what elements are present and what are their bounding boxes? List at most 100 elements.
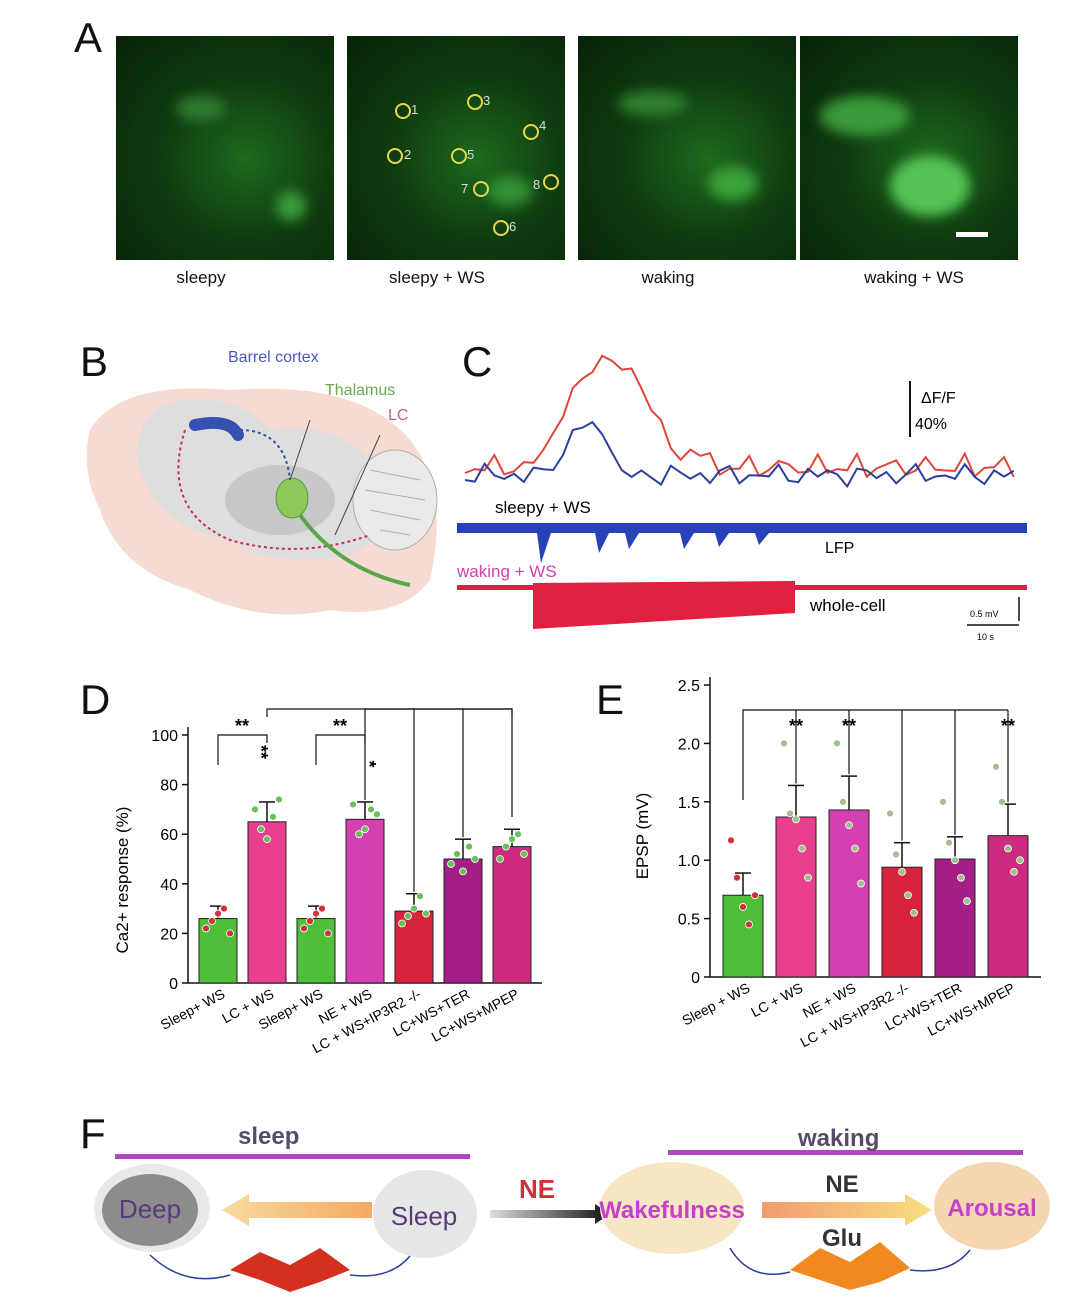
data-point — [733, 873, 741, 882]
significance-mark: ** — [235, 716, 249, 736]
data-point — [275, 795, 283, 804]
bar — [775, 816, 817, 978]
ne-arrow — [490, 1204, 610, 1224]
waking-header: waking — [797, 1125, 879, 1152]
data-point — [208, 917, 216, 925]
time-scale-label: 10 s — [977, 632, 995, 642]
data-point — [263, 835, 271, 844]
data-point — [857, 879, 865, 888]
panel-label-a: A — [74, 14, 103, 61]
data-point — [751, 891, 759, 900]
wake-burst — [790, 1242, 910, 1290]
data-point — [792, 815, 800, 824]
brain-schematic: Barrel cortex Thalamus LC — [86, 349, 438, 615]
data-point — [839, 797, 847, 806]
data-point — [786, 809, 794, 818]
significance-bracket — [365, 708, 513, 717]
image-label: sleepy + WS — [389, 268, 485, 287]
calcium-trace-sleepy — [464, 420, 1015, 489]
df-scale-label: ΔF/F — [921, 390, 956, 407]
significance-mark: ** — [333, 716, 347, 736]
data-point — [459, 867, 467, 876]
micrograph-waking — [578, 36, 796, 260]
data-point — [992, 762, 1000, 771]
data-point — [798, 844, 806, 853]
data-point — [251, 805, 259, 814]
y-tick-label: 60 — [160, 827, 178, 844]
data-point — [312, 909, 320, 918]
micrograph-waking-ws — [800, 36, 1018, 260]
data-point — [300, 924, 308, 933]
sleep-to-deep-arrow — [222, 1194, 372, 1226]
data-point — [739, 903, 747, 911]
y-tick-label: 0.5 — [678, 912, 700, 929]
significance-mark: ** — [1001, 716, 1015, 736]
e-significance: ** ** ** — [742, 709, 1015, 841]
data-point — [745, 920, 753, 929]
glu-label: Glu — [822, 1225, 862, 1252]
data-point — [257, 825, 265, 834]
waking-bar — [668, 1150, 1023, 1155]
bar — [247, 821, 287, 984]
data-point — [453, 850, 461, 858]
sleepy-label: sleepy + WS — [495, 498, 591, 517]
sleep-burst — [230, 1248, 350, 1292]
data-point — [1016, 856, 1024, 865]
y-tick-label: 1.0 — [678, 853, 700, 870]
df-scale-value: 40% — [915, 416, 947, 433]
data-point — [502, 842, 510, 851]
ne-center-label: NE — [519, 1174, 555, 1204]
category-label: LC + WS — [748, 980, 805, 1021]
arousal-label: Arousal — [947, 1195, 1036, 1222]
bar — [492, 846, 532, 984]
data-point — [1010, 867, 1018, 876]
e-ylabel: EPSP (mV) — [633, 793, 652, 880]
wakefulness-node — [600, 1162, 744, 1254]
sleep-bar — [115, 1154, 470, 1159]
panel-label-f: F — [80, 1110, 106, 1157]
data-point — [963, 897, 971, 905]
data-point — [269, 812, 277, 821]
y-tick-label: 100 — [151, 728, 178, 745]
arousal-node — [934, 1162, 1050, 1250]
image-label: waking — [641, 268, 695, 287]
y-tick-label: 80 — [160, 778, 178, 795]
data-point — [367, 805, 375, 814]
data-point — [951, 856, 959, 865]
data-point — [398, 919, 406, 928]
data-point — [904, 891, 912, 900]
waking-label: waking + WS — [456, 562, 557, 581]
data-point — [465, 842, 473, 851]
y-tick-label: 20 — [160, 926, 178, 943]
bar — [934, 858, 976, 978]
data-point — [202, 924, 210, 933]
data-point — [514, 830, 522, 839]
d-axis: 0 20 40 60 80 100 — [151, 727, 542, 993]
significance-bracket — [217, 734, 268, 765]
significance-mark: ** — [842, 716, 856, 736]
data-point — [939, 797, 947, 806]
trace-panel: ΔF/F 40% sleepy + WS LFP waking + WS who… — [456, 354, 1027, 642]
panel-label-d: D — [80, 676, 111, 723]
model-diagram: sleep waking Deep Sleep NE Wakefulness A… — [94, 1123, 1050, 1292]
y-tick-label: 2.0 — [678, 736, 700, 753]
panel-label-b: B — [80, 338, 109, 385]
bar — [443, 858, 483, 984]
data-point — [361, 825, 369, 834]
ne-top-label: NE — [825, 1171, 858, 1198]
d-significance: ******* — [217, 708, 513, 892]
data-point — [886, 809, 894, 818]
lfp-label: LFP — [825, 540, 854, 557]
y-tick-label: 0 — [169, 976, 178, 993]
data-point — [471, 855, 479, 863]
panel-label-c: C — [462, 338, 493, 385]
data-point — [910, 908, 918, 917]
data-point — [520, 850, 528, 858]
data-point — [355, 830, 363, 839]
data-point — [851, 844, 859, 853]
significance-mark: ** — [251, 745, 271, 759]
